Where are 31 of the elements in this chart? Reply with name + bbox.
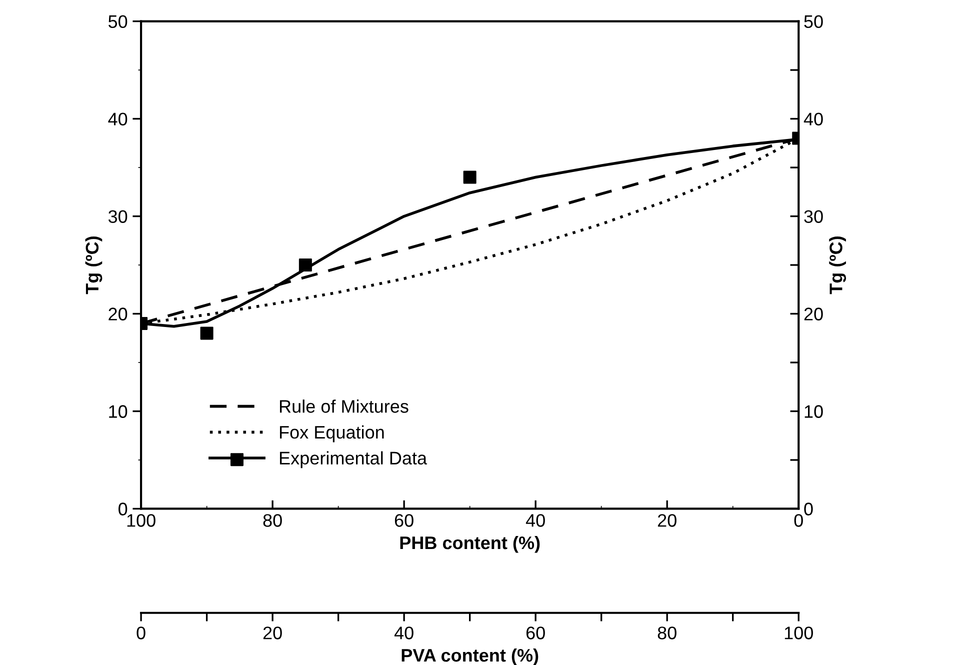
x2-tick-label: 0 xyxy=(136,626,146,640)
y2-tick-label: 20 xyxy=(804,308,823,320)
legend-label: Rule of Mixtures xyxy=(280,400,408,413)
x-axis-title: PHB content (%) xyxy=(400,536,540,553)
x-tick-label: 80 xyxy=(263,514,282,527)
y2-tick-label: 30 xyxy=(804,210,823,223)
y-tick-label: 50 xyxy=(108,15,128,28)
y-tick-label: 30 xyxy=(108,210,128,223)
y2-tick-label: 50 xyxy=(804,15,823,28)
legend-label: Experimental Data xyxy=(280,451,428,468)
x2-tick-label: 80 xyxy=(658,626,676,640)
y-tick-label: 10 xyxy=(109,405,128,418)
x2-tick-label: 60 xyxy=(526,626,545,640)
y2-axis-title: Tg (ºC) xyxy=(829,236,846,294)
x-tick-label: 60 xyxy=(394,514,414,527)
x-tick-label: 0 xyxy=(794,514,803,527)
x-tick-label: 100 xyxy=(127,514,156,527)
x2-tick-label: 20 xyxy=(263,626,282,640)
y2-tick-label: 40 xyxy=(804,112,823,126)
y-tick-label: 20 xyxy=(108,308,128,320)
x2-axis-title: PVA content (%) xyxy=(402,648,538,665)
y-axis-title: Tg (ºC) xyxy=(85,236,102,294)
x2-tick-label: 40 xyxy=(394,626,414,640)
y2-tick-label: 10 xyxy=(804,405,823,418)
y2-tick-label: 0 xyxy=(804,502,813,516)
x2-tick-label: 100 xyxy=(784,626,813,640)
y-tick-label: 0 xyxy=(118,502,128,516)
y-tick-label: 40 xyxy=(108,112,128,126)
legend-label: Fox Equation xyxy=(280,425,384,442)
x-tick-label: 40 xyxy=(526,514,545,527)
x-tick-label: 20 xyxy=(658,514,676,527)
